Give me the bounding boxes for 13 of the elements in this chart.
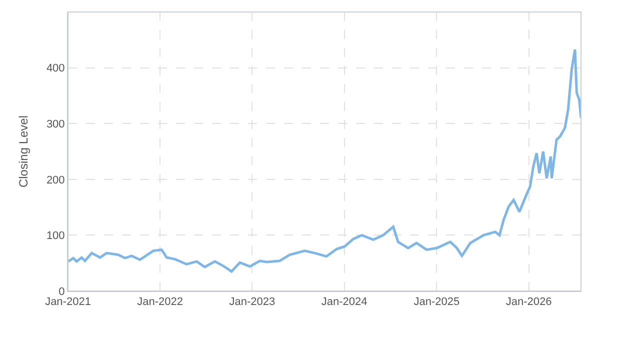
y-axis-title: Closing Level (16, 115, 31, 188)
line-series (68, 48, 581, 273)
y-tick-label: 100 (46, 230, 65, 242)
y-tick-label: 300 (46, 118, 65, 130)
x-tick-label: Jan-2025 (414, 296, 460, 308)
x-tick-label: Jan-2022 (137, 296, 184, 308)
y-tick-label: 0 (58, 286, 65, 298)
x-tick-label: Jan-2021 (45, 296, 91, 308)
x-tick-label: Jan-2026 (506, 296, 552, 308)
y-tick-label: 400 (46, 62, 65, 75)
x-tick-label: Jan-2023 (229, 296, 276, 308)
x-tick-label: Jan-2024 (321, 296, 368, 308)
y-tick-label: 200 (46, 174, 65, 186)
